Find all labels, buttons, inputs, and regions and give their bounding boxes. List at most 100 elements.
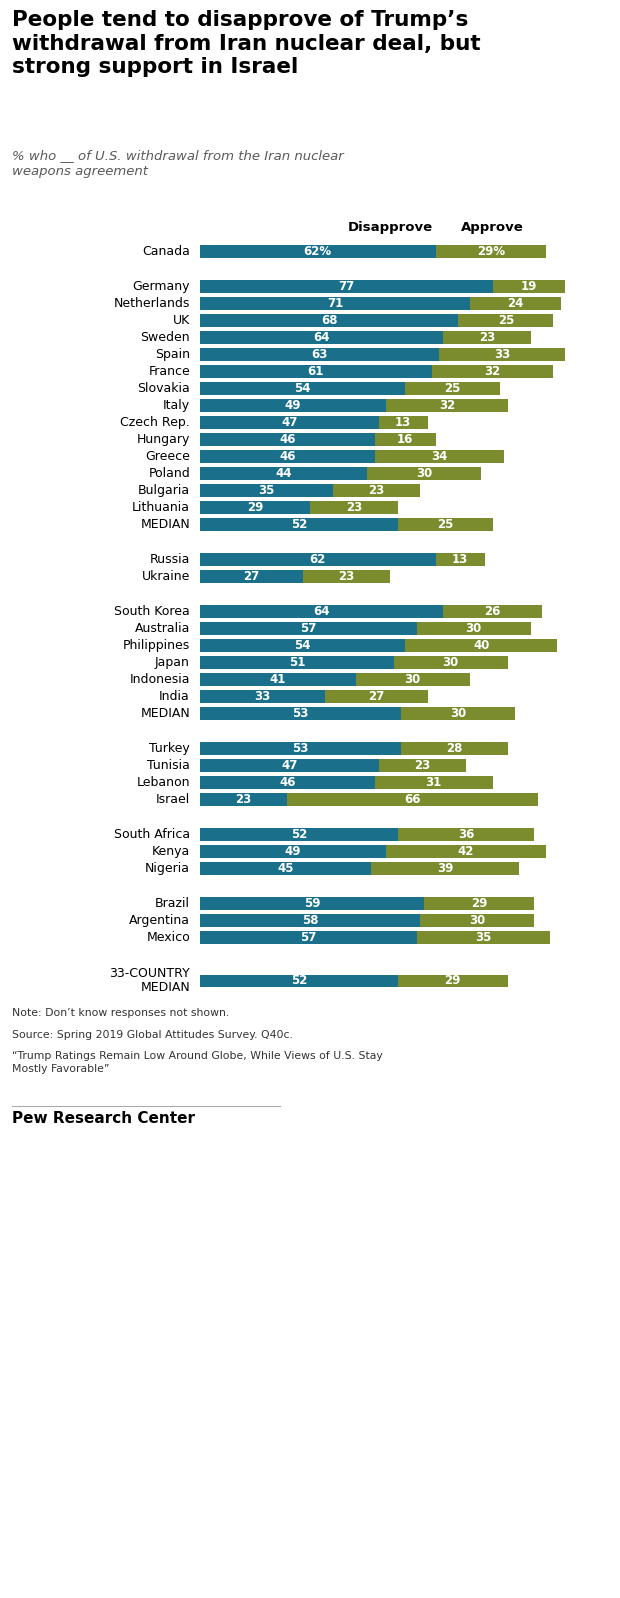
Bar: [470, 297, 561, 310]
Bar: [394, 657, 508, 668]
Text: 58: 58: [302, 914, 319, 927]
Text: Italy: Italy: [163, 400, 190, 412]
Text: 23: 23: [479, 331, 495, 344]
Text: South Korea: South Korea: [114, 606, 190, 618]
Bar: [326, 690, 428, 703]
Text: 52: 52: [291, 518, 307, 531]
Bar: [200, 657, 394, 668]
Text: 45: 45: [277, 861, 294, 876]
Bar: [375, 777, 493, 789]
Text: 23: 23: [236, 793, 252, 805]
Bar: [200, 639, 405, 652]
Text: Turkey: Turkey: [149, 741, 190, 754]
Bar: [371, 863, 519, 874]
Bar: [200, 348, 440, 361]
Text: 57: 57: [300, 622, 316, 634]
Bar: [386, 845, 546, 858]
Text: 63: 63: [311, 348, 328, 361]
Text: Slovakia: Slovakia: [137, 382, 190, 395]
Text: 42: 42: [458, 845, 474, 858]
Bar: [200, 898, 424, 909]
Bar: [200, 793, 288, 805]
Text: 25: 25: [437, 518, 453, 531]
Text: 25: 25: [445, 382, 461, 395]
Text: 71: 71: [327, 297, 343, 310]
Bar: [436, 246, 546, 257]
Bar: [200, 502, 310, 513]
Text: 39: 39: [437, 861, 453, 876]
Text: 27: 27: [243, 570, 259, 583]
Text: 23: 23: [338, 570, 355, 583]
Text: MEDIAN: MEDIAN: [140, 518, 190, 531]
Bar: [310, 502, 397, 513]
Text: Czech Rep.: Czech Rep.: [120, 415, 190, 428]
Text: Bulgaria: Bulgaria: [138, 484, 190, 497]
Text: France: France: [148, 364, 190, 379]
Bar: [303, 570, 390, 583]
Text: People tend to disapprove of Trump’s
withdrawal from Iran nuclear deal, but
stro: People tend to disapprove of Trump’s wit…: [12, 10, 480, 77]
Bar: [200, 777, 375, 789]
Text: 49: 49: [285, 845, 301, 858]
Bar: [405, 639, 557, 652]
Text: 35: 35: [475, 932, 491, 944]
Text: 52: 52: [291, 975, 307, 988]
Text: Philippines: Philippines: [123, 639, 190, 652]
Text: UK: UK: [173, 313, 190, 328]
Bar: [200, 467, 367, 479]
Text: 66: 66: [404, 793, 421, 805]
Bar: [397, 975, 508, 988]
Text: Argentina: Argentina: [129, 914, 190, 927]
Text: Hungary: Hungary: [136, 433, 190, 446]
Bar: [432, 366, 554, 377]
Text: 30: 30: [416, 467, 432, 479]
Bar: [405, 382, 500, 395]
Bar: [420, 914, 534, 927]
Text: Australia: Australia: [135, 622, 190, 634]
Bar: [493, 280, 565, 292]
Bar: [333, 484, 420, 497]
Text: Germany: Germany: [133, 280, 190, 292]
Text: Spain: Spain: [155, 348, 190, 361]
Text: Poland: Poland: [148, 467, 190, 479]
Bar: [200, 400, 386, 412]
Bar: [367, 467, 481, 479]
Text: % who __ of U.S. withdrawal from the Iran nuclear
weapons agreement: % who __ of U.S. withdrawal from the Ira…: [12, 149, 343, 177]
Bar: [200, 366, 432, 377]
Text: 64: 64: [313, 606, 330, 618]
Bar: [200, 417, 379, 428]
Bar: [200, 553, 436, 566]
Text: 53: 53: [293, 741, 309, 754]
Bar: [200, 382, 405, 395]
Text: 32: 32: [439, 400, 455, 412]
Bar: [200, 759, 379, 772]
Text: Note: Don’t know responses not shown.: Note: Don’t know responses not shown.: [12, 1008, 229, 1018]
Text: Israel: Israel: [156, 793, 190, 805]
Text: 31: 31: [425, 777, 442, 789]
Bar: [200, 743, 401, 754]
Text: 27: 27: [368, 690, 385, 703]
Text: Lebanon: Lebanon: [136, 777, 190, 789]
Text: Ukraine: Ukraine: [141, 570, 190, 583]
Bar: [288, 793, 538, 805]
Text: 24: 24: [507, 297, 523, 310]
Text: Mexico: Mexico: [146, 932, 190, 944]
Bar: [401, 708, 515, 719]
Text: 25: 25: [498, 313, 514, 328]
Text: 51: 51: [289, 657, 305, 670]
Text: 64: 64: [313, 331, 330, 344]
Text: 30: 30: [469, 914, 485, 927]
Bar: [200, 606, 443, 617]
Text: 62: 62: [309, 553, 326, 566]
Text: Tunisia: Tunisia: [147, 759, 190, 772]
Text: “Trump Ratings Remain Low Around Globe, While Views of U.S. Stay
Mostly Favorabl: “Trump Ratings Remain Low Around Globe, …: [12, 1051, 383, 1074]
Text: 44: 44: [275, 467, 292, 479]
Text: 46: 46: [279, 777, 296, 789]
Text: 35: 35: [259, 484, 275, 497]
Bar: [200, 433, 375, 446]
Text: Netherlands: Netherlands: [113, 297, 190, 310]
Bar: [200, 863, 371, 874]
Text: 34: 34: [432, 451, 448, 463]
Text: 62%: 62%: [304, 244, 332, 257]
Text: 46: 46: [279, 433, 296, 446]
Text: 54: 54: [294, 382, 311, 395]
